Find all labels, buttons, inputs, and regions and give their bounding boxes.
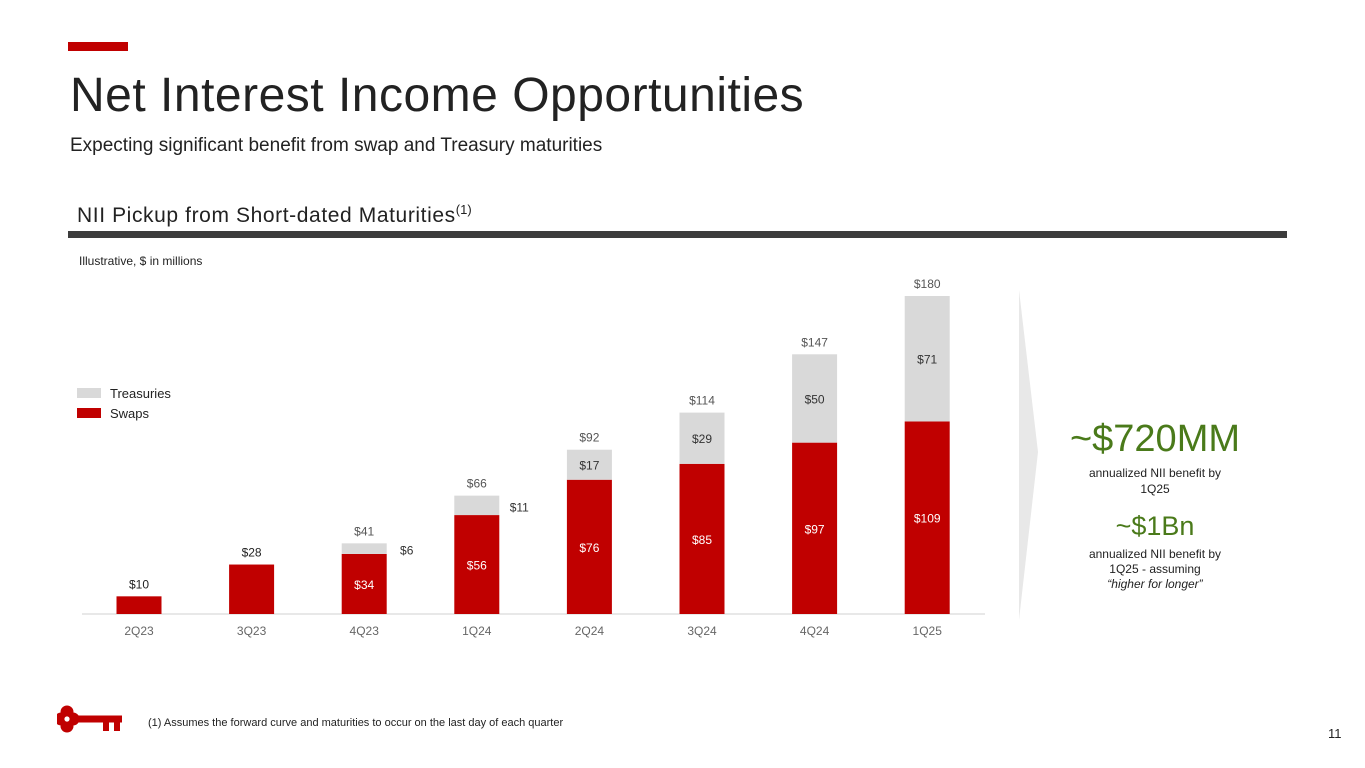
tick-label-4Q24: 4Q24 bbox=[800, 624, 830, 638]
chart-section-title: NII Pickup from Short-dated Maturities(1… bbox=[77, 202, 472, 228]
bar-swaps-4Q24 bbox=[792, 442, 838, 614]
legend-label-treasuries: Treasuries bbox=[110, 385, 171, 401]
bar-swaps-2Q24 bbox=[566, 479, 612, 614]
bar-swaps-1Q25 bbox=[904, 421, 950, 614]
section-divider bbox=[68, 231, 1287, 238]
tick-label-3Q24: 3Q24 bbox=[687, 624, 717, 638]
callout-1bn-emphasis: “higher for longer” bbox=[1107, 577, 1203, 591]
data-label-total-2Q24: $92 bbox=[579, 431, 599, 445]
bar-swaps-1Q24 bbox=[454, 515, 500, 614]
chart-section-title-text: NII Pickup from Short-dated Maturities bbox=[77, 204, 456, 227]
page-subtitle: Expecting significant benefit from swap … bbox=[70, 135, 603, 156]
bar-swaps-4Q23 bbox=[341, 553, 387, 614]
data-label-treasuries-1Q24: $11 bbox=[510, 500, 529, 514]
data-label-treasuries-1Q25: $71 bbox=[917, 353, 937, 367]
data-label-total-3Q23: $28 bbox=[242, 546, 262, 560]
bar-treasuries-4Q23 bbox=[341, 543, 387, 554]
tick-label-2Q23: 2Q23 bbox=[124, 624, 154, 638]
data-label-swaps-1Q24: $56 bbox=[467, 559, 487, 573]
tick-label-3Q23: 3Q23 bbox=[237, 624, 267, 638]
footnote: (1) Assumes the forward curve and maturi… bbox=[148, 717, 564, 729]
tick-label-2Q24: 2Q24 bbox=[575, 624, 605, 638]
legend-swatch-swaps bbox=[77, 408, 101, 418]
page-number: 11 bbox=[1328, 726, 1342, 741]
tick-label-1Q24: 1Q24 bbox=[462, 624, 492, 638]
data-label-swaps-4Q24: $97 bbox=[805, 522, 825, 536]
accent-bar bbox=[68, 42, 128, 51]
data-label-treasuries-3Q24: $29 bbox=[692, 432, 712, 446]
bar-treasuries-4Q24 bbox=[792, 354, 838, 443]
units-note: Illustrative, $ in millions bbox=[79, 254, 203, 268]
legend-label-swaps: Swaps bbox=[110, 405, 150, 421]
legend-item-swaps: Swaps bbox=[77, 403, 171, 423]
bar-treasuries-1Q25 bbox=[904, 296, 950, 422]
bar-treasuries-1Q24 bbox=[454, 495, 500, 516]
data-label-total-1Q24: $66 bbox=[467, 477, 487, 491]
data-label-total-2Q23: $10 bbox=[129, 577, 149, 591]
callout-1bn-value: ~$1Bn bbox=[1115, 511, 1195, 541]
key-logo-icon bbox=[57, 705, 122, 733]
bar-swaps-3Q24 bbox=[679, 463, 725, 614]
page-title: Net Interest Income Opportunities bbox=[70, 69, 805, 122]
bar-swaps-3Q23 bbox=[229, 564, 275, 614]
bar-swaps-2Q23 bbox=[116, 596, 162, 614]
bar-treasuries-2Q24 bbox=[566, 449, 612, 480]
data-label-total-1Q25: $180 bbox=[914, 277, 941, 291]
data-label-swaps-4Q23: $34 bbox=[354, 578, 374, 592]
chevron-arrow-shape bbox=[1019, 290, 1038, 620]
legend-item-treasuries: Treasuries bbox=[77, 383, 171, 403]
data-label-swaps-1Q25: $109 bbox=[914, 512, 941, 526]
legend-swatch-treasuries bbox=[77, 388, 101, 398]
data-label-treasuries-2Q24: $17 bbox=[579, 459, 599, 473]
tick-label-4Q23: 4Q23 bbox=[350, 624, 380, 638]
footnote-ref: (1) bbox=[455, 202, 472, 217]
tick-label-1Q25: 1Q25 bbox=[913, 624, 943, 638]
data-label-swaps-3Q24: $85 bbox=[692, 533, 712, 547]
data-label-treasuries-4Q23: $6 bbox=[400, 544, 414, 558]
bar-treasuries-3Q24 bbox=[679, 412, 725, 464]
data-label-total-3Q24: $114 bbox=[689, 394, 715, 408]
callout-1bn-note: annualized NII benefit by 1Q25 - assumin… bbox=[1080, 547, 1230, 592]
data-label-swaps-2Q24: $76 bbox=[579, 541, 599, 555]
callout-720mm-note: annualized NII benefit by 1Q25 bbox=[1088, 466, 1222, 496]
callout-1bn-note-text: annualized NII benefit by 1Q25 - assumin… bbox=[1088, 547, 1222, 576]
data-label-treasuries-4Q24: $50 bbox=[805, 392, 825, 406]
data-label-total-4Q23: $41 bbox=[354, 524, 374, 538]
callout-720mm-value: ~$720MM bbox=[1069, 418, 1241, 460]
chart-legend: Treasuries Swaps bbox=[77, 383, 171, 423]
data-label-total-4Q24: $147 bbox=[801, 335, 828, 349]
